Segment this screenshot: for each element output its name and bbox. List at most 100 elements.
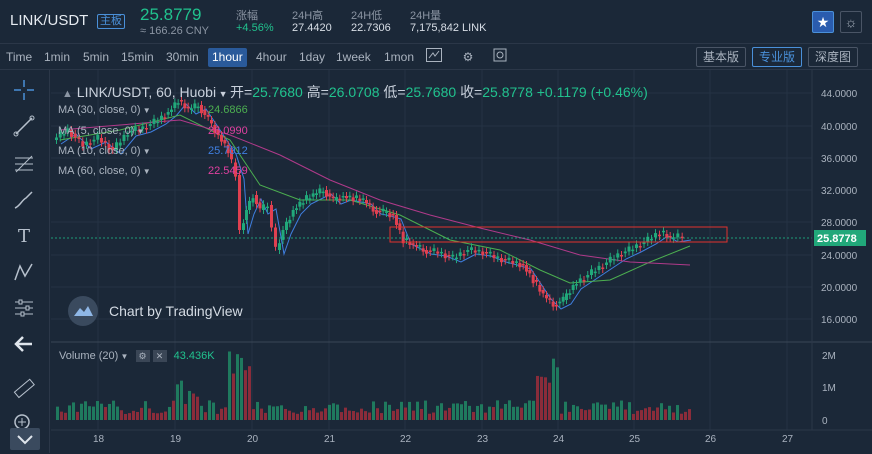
board-badge: 主板 <box>97 14 125 29</box>
timeframe-1mon[interactable]: 1mon <box>384 50 415 64</box>
view-pro-button[interactable]: 专业版 <box>752 47 803 67</box>
volume-legend[interactable]: Volume (20) ▼ ⚙ ✕ 43.436K <box>59 350 215 362</box>
volume-bar <box>528 400 531 420</box>
candle-body <box>436 251 440 254</box>
volume-bar <box>400 401 403 420</box>
volume-bar <box>112 400 115 420</box>
candle-body <box>565 293 568 300</box>
timeframe-1day[interactable]: 1day <box>299 50 326 64</box>
volume-bar <box>168 406 171 420</box>
price-tick-label: 32.0000 <box>821 186 858 197</box>
candle-body <box>582 280 586 282</box>
volume-bar <box>128 413 131 420</box>
favorite-star-icon[interactable]: ★ <box>812 11 834 33</box>
volume-bar <box>288 410 291 420</box>
candle-body <box>133 126 137 131</box>
volume-bar <box>476 405 479 420</box>
trend-line-icon[interactable] <box>10 114 38 140</box>
time-tick-label: 25 <box>629 434 641 445</box>
settings-gear-icon[interactable]: ⚙ <box>462 50 474 64</box>
indicator-value: 26.0990 <box>208 125 248 137</box>
candle-body <box>586 275 590 278</box>
volume-bar <box>148 408 151 420</box>
volume-bar <box>684 411 687 420</box>
volume-bar <box>628 402 631 420</box>
candle-body <box>180 100 183 102</box>
time-tick-label: 27 <box>782 434 794 445</box>
candlestick-chart[interactable]: 44.0000 40.0000 36.0000 32.0000 28.0000 24.00… <box>51 70 872 453</box>
measure-sliders-icon[interactable] <box>10 296 38 322</box>
candle-body <box>642 242 646 244</box>
timeframe-15min[interactable]: 15min <box>121 50 154 64</box>
time-tick-label: 26 <box>705 434 717 445</box>
volume-bar <box>504 403 507 420</box>
price-tick-label: 40.0000 <box>821 122 858 133</box>
chevron-down-icon[interactable] <box>10 428 40 450</box>
candle-body <box>315 193 318 195</box>
candle-body <box>503 259 507 261</box>
screenshot-icon[interactable] <box>490 48 510 67</box>
stat-value: 22.7306 <box>351 22 391 34</box>
volume-bar <box>324 408 327 420</box>
volume-bar <box>576 406 579 420</box>
candle-body <box>242 223 245 230</box>
view-depth-button[interactable]: 深度图 <box>808 47 859 67</box>
fib-tool-icon[interactable] <box>10 152 38 178</box>
back-arrow-icon[interactable] <box>10 332 38 358</box>
volume-bar <box>384 401 387 420</box>
candle-body <box>388 213 392 218</box>
volume-bar <box>216 413 219 420</box>
candle-body <box>511 261 515 264</box>
indicator-ma60[interactable]: MA (60, close, 0) ▼ 22.5459 <box>58 165 248 177</box>
tradingview-watermark[interactable]: Chart by TradingView <box>109 303 243 319</box>
volume-bar <box>688 409 691 420</box>
text-tool-icon[interactable]: T <box>17 226 30 247</box>
candle-body <box>255 195 258 205</box>
volume-tick-label: 0 <box>822 416 828 427</box>
stat-label: 涨幅 <box>236 10 258 22</box>
volume-bar <box>408 401 411 420</box>
timeframe-4hour[interactable]: 4hour <box>256 50 287 64</box>
crosshair-icon[interactable] <box>10 78 38 104</box>
brush-icon[interactable] <box>10 188 38 214</box>
volume-bar <box>272 406 275 420</box>
volume-bars <box>56 351 691 420</box>
volume-bar <box>248 366 251 420</box>
indicator-ma10[interactable]: MA (10, close, 0) ▼ 25.7012 <box>58 145 248 157</box>
volume-bar <box>488 406 491 420</box>
timeframe-1week[interactable]: 1week <box>336 50 371 64</box>
volume-bar <box>232 373 235 420</box>
indicators-icon[interactable] <box>424 48 444 67</box>
timeframe-1hour[interactable]: 1hour <box>208 48 247 67</box>
ruler-icon[interactable] <box>10 376 38 402</box>
view-basic-button[interactable]: 基本版 <box>696 47 747 67</box>
candle-body <box>213 125 217 134</box>
tradingview-logo-icon <box>68 296 98 326</box>
candle-body <box>193 103 197 109</box>
candle-body <box>578 278 582 283</box>
candle-body <box>96 134 100 140</box>
volume-bar <box>568 411 571 420</box>
indicator-ma30[interactable]: MA (30, close, 0) ▼ 24.6866 <box>58 104 248 116</box>
candle-body <box>568 293 572 295</box>
theme-sun-icon[interactable]: ☼ <box>840 11 862 33</box>
candle-body <box>223 140 227 144</box>
volume-bar <box>616 406 619 420</box>
volume-bar <box>652 410 655 420</box>
candle-body <box>305 195 308 200</box>
indicator-ma5[interactable]: MA (5, close, 0) ▼ 26.0990 <box>58 125 248 137</box>
timeframe-30min[interactable]: 30min <box>166 50 199 64</box>
timeframe-5min[interactable]: 5min <box>83 50 110 64</box>
candle-body <box>301 203 305 205</box>
timeframe-time[interactable]: Time <box>6 50 33 64</box>
volume-bar <box>260 408 263 420</box>
candle-body <box>85 141 88 145</box>
volume-bar <box>604 404 607 420</box>
pair-title[interactable]: LINK/USDT <box>10 12 89 29</box>
volume-bar <box>444 410 447 420</box>
candle-body <box>338 198 342 201</box>
timeframe-1min[interactable]: 1min <box>44 50 71 64</box>
volume-bar <box>580 408 583 420</box>
volume-bar <box>140 407 143 420</box>
pattern-icon[interactable] <box>10 260 38 286</box>
